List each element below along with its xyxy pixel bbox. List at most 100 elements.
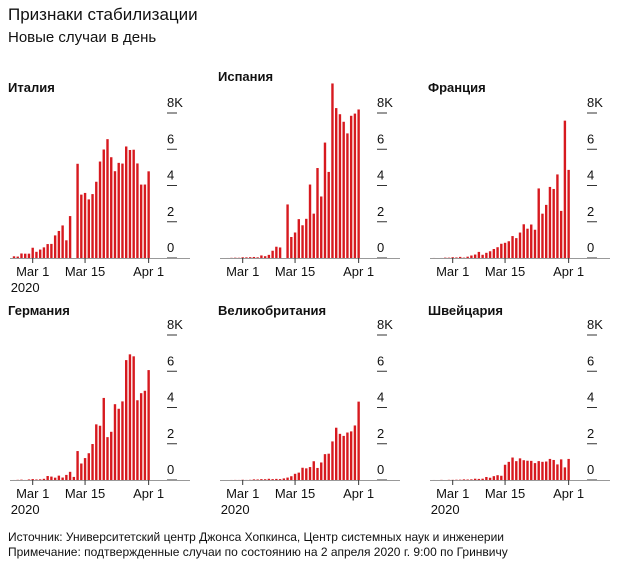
bar (103, 398, 105, 480)
bar (80, 464, 82, 480)
bar (50, 477, 52, 480)
bar (500, 476, 502, 480)
x-tick-label: Apr 1 (553, 264, 584, 279)
bar (103, 150, 105, 258)
bar (58, 231, 60, 258)
bar (58, 476, 60, 480)
source: Источник: Университетский центр Джонса Х… (8, 530, 504, 544)
bar (357, 109, 359, 258)
bar (459, 257, 461, 258)
bar (275, 247, 277, 258)
bar (114, 404, 116, 480)
y-tick-label: 6 (167, 131, 174, 146)
bar (470, 479, 472, 480)
bar (286, 478, 288, 480)
bar (335, 428, 337, 480)
bar (65, 240, 67, 258)
bar (132, 150, 134, 258)
bar (500, 244, 502, 258)
y-tick-label: 2 (377, 426, 384, 441)
bar (290, 237, 292, 258)
bar (541, 462, 543, 480)
bar (125, 146, 127, 258)
bar (523, 460, 525, 480)
bar (298, 219, 300, 258)
bar (549, 187, 551, 258)
y-tick-label: 8K (167, 95, 183, 110)
bar (309, 185, 311, 258)
bar (46, 476, 48, 480)
x-tick-label: Apr 1 (343, 264, 374, 279)
bar (560, 459, 562, 480)
x-tick-label: Mar 15 (485, 264, 525, 279)
bar (519, 458, 521, 480)
bar (515, 238, 517, 258)
y-tick-label: 8K (377, 317, 393, 332)
bar (65, 475, 67, 480)
bar (256, 479, 258, 480)
bar (324, 143, 326, 258)
bar (328, 454, 330, 480)
bar (298, 473, 300, 480)
bar (350, 431, 352, 480)
bar (88, 199, 90, 258)
panel-title: Швейцария (428, 303, 503, 318)
bar (489, 251, 491, 258)
bar (13, 256, 15, 258)
bar (253, 257, 255, 258)
bar (28, 254, 30, 258)
bar (39, 479, 41, 480)
bar (39, 250, 41, 258)
bar (268, 479, 270, 480)
bar (301, 468, 303, 480)
bar (61, 478, 63, 480)
y-tick-label: 6 (167, 353, 174, 368)
bar (125, 360, 127, 480)
bar (305, 219, 307, 258)
x-year-label: 2020 (11, 502, 40, 517)
bar (132, 356, 134, 480)
bar (249, 257, 251, 258)
bar (95, 424, 97, 480)
bar (493, 476, 495, 480)
bar (511, 236, 513, 258)
note: Примечание: подтвержденные случаи по сос… (8, 545, 508, 559)
bar (478, 252, 480, 258)
bar (511, 458, 513, 480)
bar (136, 163, 138, 258)
y-tick-label: 6 (587, 131, 594, 146)
bar (504, 243, 506, 258)
y-tick-label: 0 (167, 240, 174, 255)
x-tick-label: Mar 1 (436, 486, 469, 501)
bar (485, 477, 487, 480)
bar (32, 248, 34, 258)
bar (110, 157, 112, 258)
panel-title: Германия (8, 303, 70, 318)
bar (260, 255, 262, 258)
bar (43, 479, 45, 480)
bar (313, 214, 315, 258)
bar (328, 172, 330, 258)
y-tick-label: 2 (377, 204, 384, 219)
bar (84, 193, 86, 258)
x-tick-label: Mar 15 (485, 486, 525, 501)
bar (95, 182, 97, 258)
x-tick-label: Mar 15 (275, 264, 315, 279)
bar (496, 475, 498, 480)
bar (106, 437, 108, 480)
bar (91, 444, 93, 480)
bar (346, 133, 348, 258)
bar (286, 204, 288, 258)
bar (534, 230, 536, 258)
bar (290, 476, 292, 480)
bar (530, 225, 532, 258)
bar (463, 479, 465, 480)
x-tick-label: Mar 1 (226, 264, 259, 279)
bar (54, 235, 56, 258)
y-tick-label: 4 (587, 168, 594, 183)
bar (564, 467, 566, 480)
bar (530, 461, 532, 480)
x-tick-label: Apr 1 (343, 486, 374, 501)
title: Признаки стабилизации (8, 5, 198, 24)
